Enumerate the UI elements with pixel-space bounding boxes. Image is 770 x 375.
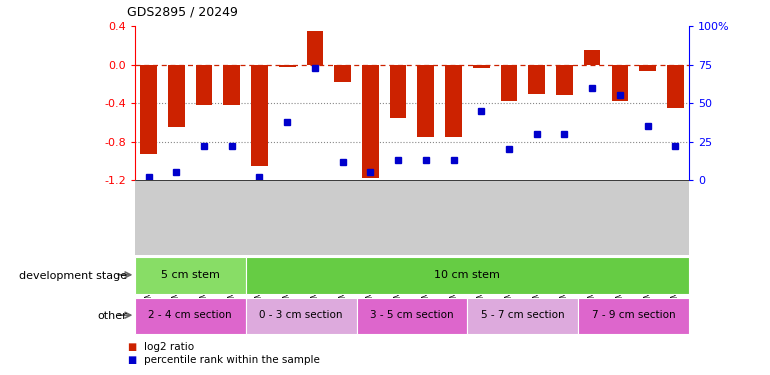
Text: 7 - 9 cm section: 7 - 9 cm section (592, 310, 675, 320)
Text: other: other (97, 311, 127, 321)
Bar (357, 298, 467, 334)
Bar (639, 64, 656, 71)
Text: 0 - 3 cm section: 0 - 3 cm section (259, 310, 343, 320)
Bar (473, 64, 490, 68)
Bar (279, 64, 296, 67)
Bar (196, 64, 213, 105)
Bar (135, 298, 246, 334)
Bar (223, 64, 240, 105)
Bar (390, 64, 407, 117)
Bar (246, 257, 689, 294)
Text: 5 cm stem: 5 cm stem (161, 270, 219, 280)
Bar (584, 50, 601, 64)
Bar (135, 257, 246, 294)
Bar (251, 64, 268, 166)
Text: 2 - 4 cm section: 2 - 4 cm section (149, 310, 232, 320)
Bar (667, 64, 684, 108)
Bar (417, 64, 434, 137)
Bar (140, 64, 157, 154)
Bar (306, 31, 323, 64)
Bar (500, 64, 517, 101)
Bar (445, 64, 462, 137)
Text: percentile rank within the sample: percentile rank within the sample (144, 355, 320, 365)
Bar (246, 298, 357, 334)
Bar (334, 64, 351, 82)
Text: ■: ■ (127, 355, 136, 365)
Text: log2 ratio: log2 ratio (144, 342, 194, 352)
Text: 3 - 5 cm section: 3 - 5 cm section (370, 310, 454, 320)
Bar (611, 64, 628, 101)
Bar (556, 64, 573, 96)
Bar (467, 298, 578, 334)
Bar (168, 64, 185, 127)
Text: GDS2895 / 20249: GDS2895 / 20249 (127, 6, 238, 19)
Text: 5 - 7 cm section: 5 - 7 cm section (481, 310, 564, 320)
Bar (528, 64, 545, 93)
Bar (578, 298, 689, 334)
Text: development stage: development stage (19, 271, 127, 280)
Text: ■: ■ (127, 342, 136, 352)
Text: 10 cm stem: 10 cm stem (434, 270, 500, 280)
Bar (362, 64, 379, 178)
